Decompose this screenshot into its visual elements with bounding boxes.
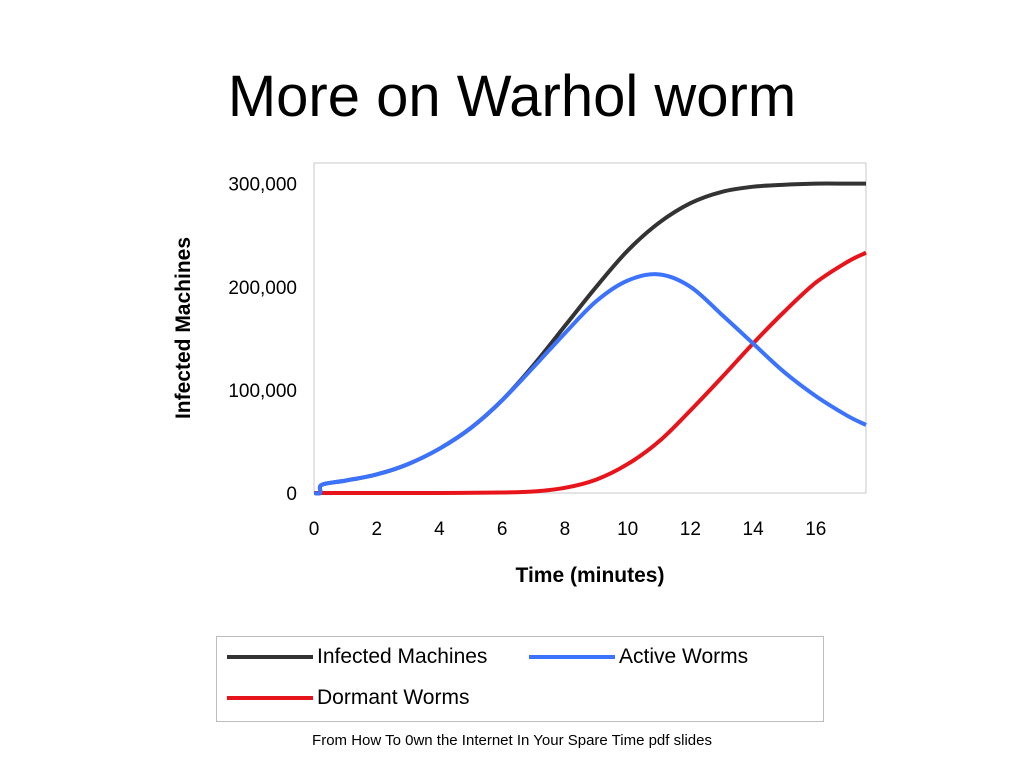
x-tick-label: 16: [805, 519, 826, 540]
series-line-dormant-worms: [313, 250, 867, 496]
y-tick-label: 100,000: [228, 381, 297, 402]
legend-item-active-worms: Active Worms: [529, 645, 748, 669]
x-tick-label: 4: [434, 519, 445, 540]
legend-swatch-dormant-worms: [227, 696, 313, 700]
x-tick-label: 2: [371, 519, 382, 540]
x-tick-label: 12: [680, 519, 701, 540]
x-tick-label: 10: [617, 519, 638, 540]
legend-label-active-worms: Active Worms: [619, 645, 749, 668]
legend-item-dormant-worms: Dormant Worms: [227, 686, 469, 710]
y-axis-label: Infected Machines: [172, 237, 195, 419]
x-tick-label: 6: [497, 519, 508, 540]
legend-item-infected-machines: Infected Machines: [227, 645, 487, 669]
legend-swatch-infected-machines: [227, 655, 313, 659]
plot-frame: [313, 162, 867, 494]
x-tick-label: 0: [309, 519, 320, 540]
legend-label-infected-machines: Infected Machines: [317, 645, 488, 668]
legend-label-dormant-worms: Dormant Worms: [317, 686, 470, 709]
y-tick-label: 300,000: [228, 175, 297, 196]
legend-swatch-active-worms: [529, 655, 615, 659]
y-tick-label: 0: [286, 484, 297, 505]
infected-machines-chart: 0 100,000 200,000 300,000 0 2 4 6 8 10 12 14 16 Tim…: [172, 162, 867, 587]
series-lines: [313, 181, 867, 496]
series-line-active-worms: [313, 272, 867, 496]
x-tick-label: 8: [560, 519, 571, 540]
x-axis-label: Time (minutes): [516, 564, 665, 587]
y-tick-label: 200,000: [228, 278, 297, 299]
slide-title: More on Warhol worm: [227, 64, 797, 129]
series-line-infected-machines: [313, 181, 866, 496]
y-tick-labels: 0 100,000 200,000 300,000: [228, 175, 297, 505]
source-caption: From How To 0wn the Internet In Your Spa…: [312, 732, 712, 749]
x-tick-labels: 0 2 4 6 8 10 12 14 16: [309, 519, 827, 540]
x-tick-label: 14: [743, 519, 765, 540]
chart-legend: Infected Machines Active Worms Dormant W…: [216, 636, 824, 722]
